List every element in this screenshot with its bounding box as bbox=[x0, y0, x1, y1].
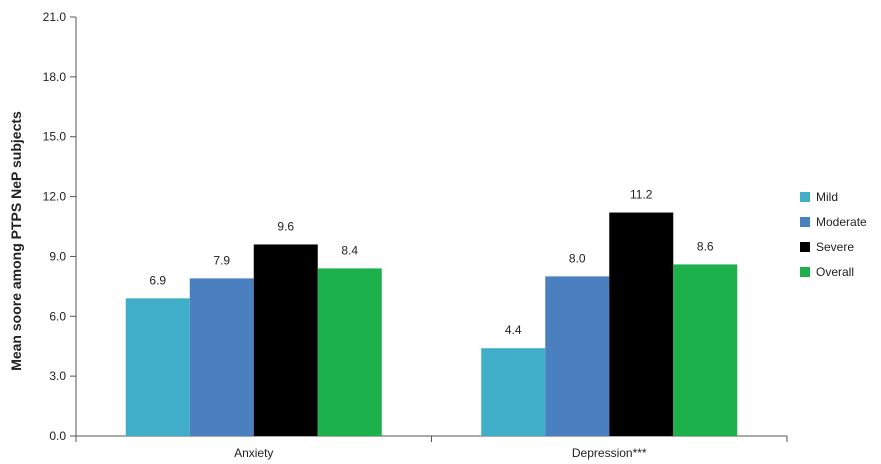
legend-label: Moderate bbox=[816, 215, 867, 229]
bar bbox=[481, 348, 546, 436]
legend-swatch bbox=[800, 242, 810, 252]
y-tick-label: 0.0 bbox=[49, 429, 66, 443]
data-label: 4.4 bbox=[505, 323, 522, 337]
bar bbox=[673, 264, 738, 436]
x-category-label: Anxiety bbox=[234, 446, 273, 460]
y-tick-label: 12.0 bbox=[43, 190, 67, 204]
data-label: 8.0 bbox=[569, 251, 586, 265]
y-axis-label: Mean soore among PTPS NeP subjects bbox=[8, 111, 24, 371]
data-label: 9.6 bbox=[277, 219, 294, 233]
data-label: 8.6 bbox=[697, 239, 714, 253]
legend-swatch bbox=[800, 267, 810, 277]
bars: 6.9 7.9 9.6 8.4 4.4 8.0 11.2 8.6 bbox=[125, 188, 738, 436]
y-tick-label: 3.0 bbox=[49, 369, 66, 383]
data-label: 11.2 bbox=[630, 188, 653, 202]
data-label: 8.4 bbox=[341, 243, 358, 257]
bar bbox=[317, 268, 382, 436]
y-tick-label: 18.0 bbox=[43, 70, 67, 84]
bar bbox=[125, 298, 190, 436]
legend-label: Overall bbox=[816, 265, 854, 279]
y-tick-label: 21.0 bbox=[43, 10, 67, 24]
legend-swatch bbox=[800, 217, 810, 227]
legend-label: Mild bbox=[816, 190, 838, 204]
bar bbox=[609, 212, 674, 436]
y-tick-label: 9.0 bbox=[49, 249, 66, 263]
data-label: 7.9 bbox=[213, 253, 230, 267]
y-tick-label: 6.0 bbox=[49, 309, 66, 323]
bar bbox=[189, 278, 254, 436]
x-category-label: Depression*** bbox=[572, 446, 647, 460]
data-label: 6.9 bbox=[149, 273, 166, 287]
legend: Mild Moderate Severe Overall bbox=[800, 190, 867, 279]
y-tick-label: 15.0 bbox=[43, 130, 67, 144]
legend-swatch bbox=[800, 192, 810, 202]
bar bbox=[253, 244, 318, 436]
bar bbox=[545, 276, 610, 436]
legend-label: Severe bbox=[816, 240, 854, 254]
